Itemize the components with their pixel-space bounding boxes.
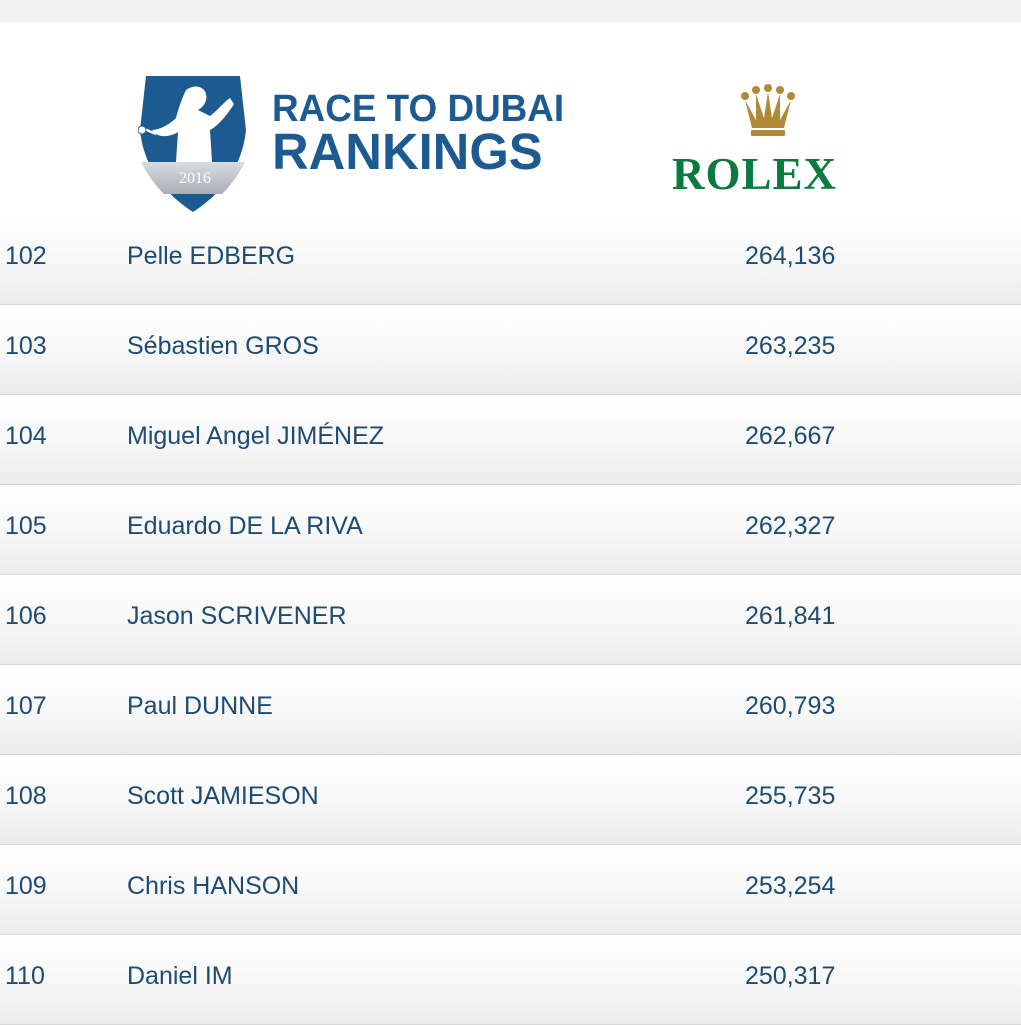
table-row[interactable]: 106 Jason SCRIVENER 261,841 [0, 575, 1021, 665]
logo-year: 2016 [179, 170, 211, 187]
points: 262,327 [745, 512, 836, 540]
points: 250,317 [745, 962, 836, 990]
golfer-shield-logo-icon: 2016 [138, 76, 246, 212]
position: 109 [5, 872, 47, 900]
points: 262,667 [745, 422, 836, 450]
points: 260,793 [745, 692, 836, 720]
player-name: Jason SCRIVENER [127, 602, 347, 630]
title-line-race-to-dubai: RACE TO DUBAI [272, 88, 565, 130]
position: 106 [5, 602, 47, 630]
points: 263,235 [745, 332, 836, 360]
top-strip [0, 0, 1021, 22]
player-name: Eduardo DE LA RIVA [127, 512, 363, 540]
table-row[interactable]: 102 Pelle EDBERG 264,136 [0, 215, 1021, 305]
points: 255,735 [745, 782, 836, 810]
table-row[interactable]: 107 Paul DUNNE 260,793 [0, 665, 1021, 755]
page-title: RACE TO DUBAI RANKINGS [272, 90, 573, 177]
player-name: Pelle EDBERG [127, 242, 296, 270]
player-name: Chris HANSON [127, 872, 300, 900]
position: 103 [5, 332, 47, 360]
table-row[interactable]: 108 Scott JAMIESON 255,735 [0, 755, 1021, 845]
player-name: Miguel Angel JIMÉNEZ [127, 422, 385, 450]
position: 104 [5, 422, 47, 450]
player-name: Paul DUNNE [127, 692, 273, 720]
rolex-crown-icon [741, 84, 795, 136]
position: 108 [5, 782, 47, 810]
position: 102 [5, 242, 47, 270]
position: 110 [5, 962, 45, 990]
player-name: Sébastien GROS [127, 332, 319, 360]
table-row[interactable]: 105 Eduardo DE LA RIVA 262,327 [0, 485, 1021, 575]
player-name: Scott JAMIESON [127, 782, 319, 810]
table-row[interactable]: 110 Daniel IM 250,317 [0, 935, 1021, 1025]
table-row[interactable]: 103 Sébastien GROS 263,235 [0, 305, 1021, 395]
position: 107 [5, 692, 47, 720]
points: 253,254 [745, 872, 836, 900]
points: 261,841 [745, 602, 836, 630]
rankings-header: 2016 RACE TO DUBAI RANKINGS ROLEX [0, 22, 1021, 215]
sponsor-name: ROLEX [672, 149, 838, 199]
points: 264,136 [745, 242, 836, 270]
player-name: Daniel IM [127, 962, 233, 990]
rankings-list: 102 Pelle EDBERG 264,136 103 Sébastien G… [0, 215, 1021, 1025]
position: 105 [5, 512, 47, 540]
title-line-rankings: RANKINGS [272, 123, 543, 180]
table-row[interactable]: 109 Chris HANSON 253,254 [0, 845, 1021, 935]
table-row[interactable]: 104 Miguel Angel JIMÉNEZ 262,667 [0, 395, 1021, 485]
